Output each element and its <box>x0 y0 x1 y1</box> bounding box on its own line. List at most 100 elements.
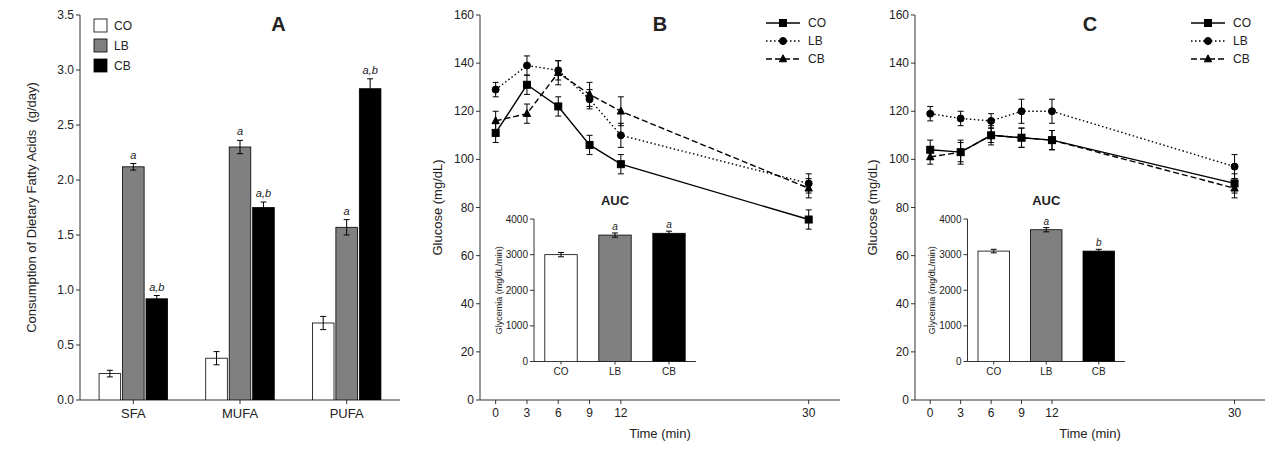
plot-marks <box>927 99 1239 198</box>
point <box>805 184 812 191</box>
y-tick-label: 3.0 <box>57 63 74 77</box>
point <box>1048 137 1055 144</box>
bar <box>229 147 251 400</box>
y-tick-label: 0.0 <box>57 393 74 407</box>
legend: COLBCB <box>766 16 826 66</box>
error-bar <box>618 155 624 174</box>
error-bar <box>618 97 624 126</box>
error-bar <box>806 174 812 193</box>
error-bar <box>524 56 530 75</box>
y-tick-label: 3.5 <box>57 8 74 22</box>
error-bar <box>344 220 350 235</box>
y-tick <box>911 207 915 208</box>
legend-marker <box>779 55 786 62</box>
error-bar <box>1043 228 1049 232</box>
panel: 0.00.51.01.52.02.53.03.5Consumption of D… <box>24 8 400 421</box>
legend-swatch <box>94 59 107 72</box>
legend-label: CB <box>808 52 825 66</box>
x-tick-label: SFA <box>121 406 146 421</box>
error-bar <box>612 233 618 237</box>
y-tick-label: 0.5 <box>57 338 74 352</box>
point <box>523 109 530 116</box>
error-bar <box>107 370 113 377</box>
y-tick-label: 2.0 <box>57 173 74 187</box>
x-tick <box>346 400 347 404</box>
bar <box>253 208 275 401</box>
x-axis-line <box>915 400 1265 401</box>
y-tick <box>476 351 480 352</box>
annotation: a <box>1043 216 1049 227</box>
x-tick-label: MUFA <box>222 406 258 421</box>
x-axis-label: Time (min) <box>629 426 691 441</box>
x-tick <box>1098 362 1099 365</box>
annotations: ab <box>1043 216 1102 249</box>
inset-background <box>968 219 1126 361</box>
error-bar <box>806 179 812 198</box>
point <box>1048 136 1055 143</box>
y-tick <box>476 207 480 208</box>
error-bar <box>555 61 561 85</box>
y-tick <box>911 15 915 16</box>
error-bar <box>1232 179 1238 198</box>
x-tick <box>495 400 496 404</box>
error-bar <box>260 202 266 213</box>
series-line <box>496 85 809 220</box>
panel-title: A <box>271 13 285 35</box>
error-bar <box>555 97 561 116</box>
x-tick-label: 12 <box>1045 406 1059 420</box>
x-tick-label: CB <box>1092 366 1106 377</box>
x-tick-label: 3 <box>524 406 531 420</box>
point <box>927 153 934 160</box>
point <box>555 103 562 110</box>
bar <box>123 167 145 400</box>
inset-title: AUC <box>601 193 630 208</box>
y-axis-line <box>80 15 81 400</box>
y-tick <box>911 255 915 256</box>
y-tick <box>76 235 80 236</box>
annotation: b <box>1096 237 1102 248</box>
legend: COLBCB <box>94 19 132 73</box>
y-tick-label: 100 <box>889 152 909 166</box>
y-tick <box>76 290 80 291</box>
point <box>492 117 499 124</box>
point <box>586 90 593 97</box>
y-tick-label: 80 <box>896 201 910 215</box>
x-tick <box>960 400 961 404</box>
legend-marker <box>1204 55 1211 62</box>
error-bar <box>587 135 593 154</box>
y-tick <box>530 219 534 220</box>
y-tick <box>76 70 80 71</box>
x-tick-label: CO <box>554 366 569 377</box>
error-bar <box>1019 99 1025 123</box>
annotation: a <box>344 205 350 217</box>
y-axis-label: Glucose (mg/dL) <box>430 159 445 255</box>
x-tick <box>1234 400 1235 404</box>
bar <box>653 233 685 361</box>
y-axis-label: Consumption of Dietary Fatty Acids (g/da… <box>24 82 39 333</box>
x-tick-label: 30 <box>802 406 816 420</box>
y-tick-label: 1000 <box>939 320 962 331</box>
point <box>987 131 994 138</box>
x-tick <box>133 400 134 404</box>
bar <box>359 89 381 400</box>
annotations: aa <box>612 219 672 232</box>
x-tick <box>991 400 992 404</box>
annotations: aaaa,ba,ba,b <box>130 64 378 293</box>
x-tick-label: 9 <box>1018 406 1025 420</box>
legend-label: LB <box>808 34 823 48</box>
x-tick <box>620 400 621 404</box>
panel: 020406080100120140160Glucose (mg/dL)0369… <box>865 8 1265 441</box>
y-tick <box>911 351 915 352</box>
y-tick-label: 20 <box>461 345 475 359</box>
inset-title: AUC <box>1032 193 1061 208</box>
legend-label: LB <box>114 39 129 53</box>
point <box>555 69 562 76</box>
y-axis-line <box>915 15 916 400</box>
x-tick <box>561 362 562 365</box>
y-axis-label: Glucose (mg/dL) <box>865 159 880 255</box>
y-tick-label: 140 <box>454 56 474 70</box>
y-tick <box>476 303 480 304</box>
legend-label: CB <box>114 59 131 73</box>
y-tick <box>964 254 968 255</box>
error-bar <box>1096 249 1102 253</box>
